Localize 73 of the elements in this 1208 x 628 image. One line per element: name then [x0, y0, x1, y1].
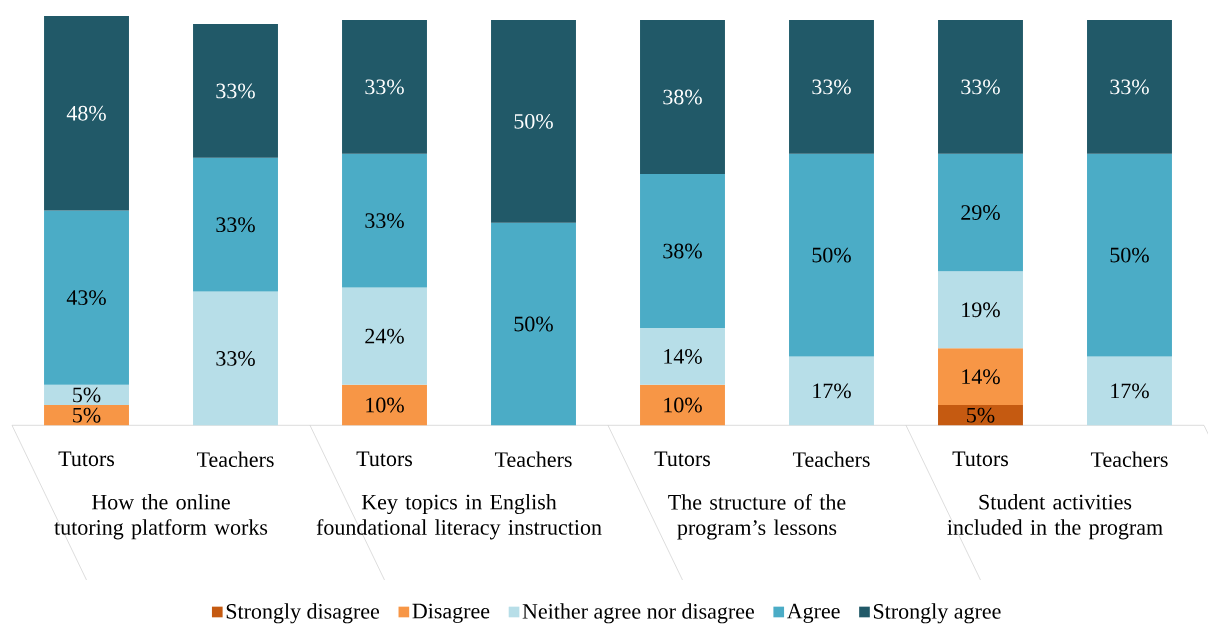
data-label: 33% — [961, 79, 1000, 95]
data-label: 5% — [967, 407, 995, 423]
data-label: 14% — [962, 369, 1000, 385]
x-tick-label: Teachers — [494, 451, 572, 468]
text: Key topics in English foundational literacy instruction — [316, 494, 602, 540]
legend-label: Agree — [786, 603, 840, 623]
data-label: 50% — [514, 316, 553, 332]
data-label: 33% — [812, 79, 851, 95]
legend-label: Neither agree nor disagree — [522, 603, 754, 624]
bar — [938, 20, 1023, 154]
text: Student activities included in the program — [947, 494, 1163, 540]
x-tick-label: Tutors — [654, 451, 711, 467]
data-label: 14% — [664, 348, 702, 364]
data-label: 48% — [66, 105, 106, 121]
bar — [1087, 20, 1172, 154]
data-label: 10% — [664, 397, 702, 413]
bar — [640, 20, 725, 175]
bar — [491, 222, 576, 426]
data-label: 33% — [365, 213, 404, 229]
bar — [640, 384, 725, 426]
bar — [193, 291, 278, 426]
data-label: 33% — [216, 217, 255, 233]
x-tick-label: Teachers — [1090, 451, 1168, 468]
bar — [44, 16, 129, 211]
data-label: 29% — [961, 205, 1000, 221]
text: The structure of the program’s lessons — [668, 494, 846, 540]
x-tick-label: Teachers — [792, 451, 870, 468]
bar — [640, 328, 725, 385]
bar — [938, 153, 1023, 272]
data-label: 5% — [73, 387, 101, 403]
bar — [193, 157, 278, 292]
data-label: 50% — [514, 113, 553, 129]
bar — [44, 210, 129, 385]
data-label: 50% — [1110, 247, 1149, 263]
bar — [938, 271, 1023, 349]
legend-label: Strongly disagree — [226, 603, 380, 624]
data-label: 33% — [1110, 79, 1149, 95]
bar — [342, 384, 427, 426]
data-label: 33% — [216, 350, 255, 366]
bar — [491, 20, 576, 223]
bar — [789, 356, 874, 426]
legend-label: Strongly agree — [873, 603, 1001, 624]
bar — [938, 405, 1023, 426]
bar — [44, 384, 129, 406]
data-label: 33% — [216, 83, 255, 99]
data-label: 33% — [365, 79, 404, 95]
legend-label: Disagree — [412, 603, 490, 624]
x-tick-label: Tutors — [58, 451, 115, 467]
data-label: 38% — [663, 89, 702, 105]
data-label: 17% — [813, 383, 851, 399]
bar — [1087, 356, 1172, 426]
data-label: 50% — [812, 247, 851, 263]
data-label: 38% — [663, 243, 702, 259]
data-label: 24% — [365, 328, 404, 344]
bar — [789, 20, 874, 154]
bar — [193, 24, 278, 158]
data-label: 43% — [66, 290, 106, 306]
x-tick-label: Teachers — [196, 451, 274, 468]
data-label: 5% — [73, 407, 101, 423]
bar — [1087, 153, 1172, 357]
bar — [44, 405, 129, 426]
bar — [640, 174, 725, 329]
x-tick-label: Tutors — [356, 451, 413, 467]
bar — [938, 348, 1023, 406]
bar — [342, 20, 427, 154]
data-label: 19% — [962, 302, 1000, 318]
x-tick-label: Tutors — [952, 451, 1009, 467]
bar — [342, 153, 427, 288]
text: How the online tutoring platform works — [54, 494, 268, 540]
bar — [789, 153, 874, 357]
bar — [342, 287, 427, 385]
data-label: 10% — [366, 397, 404, 413]
data-label: 17% — [1111, 383, 1149, 399]
